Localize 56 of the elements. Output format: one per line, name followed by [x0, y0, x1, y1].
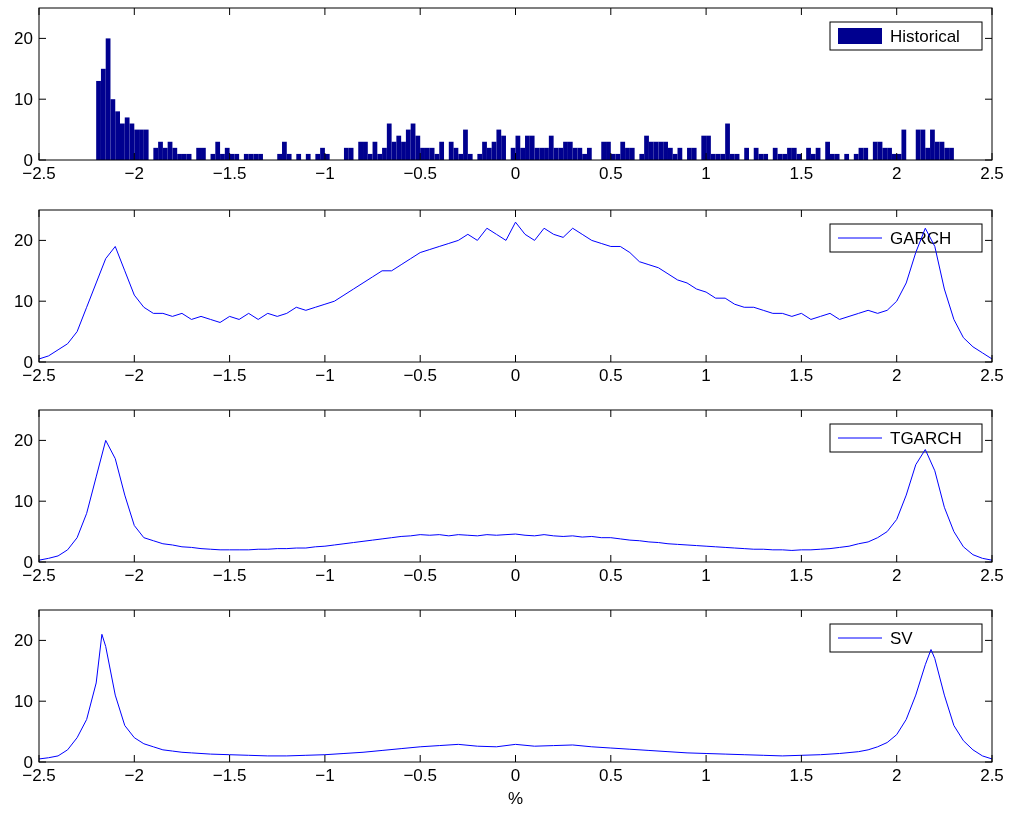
x-tick-label: 1 — [701, 766, 711, 785]
x-tick-label: −1.5 — [212, 566, 247, 585]
x-tick-label: 0.5 — [598, 366, 623, 385]
y-tick-label: 20 — [14, 29, 33, 49]
legend-label: Historical — [890, 27, 960, 46]
x-tick-label: 0 — [510, 766, 521, 785]
x-tick-label: 0 — [510, 164, 521, 183]
x-tick-label: −1.5 — [212, 766, 247, 785]
x-tick-label: 2 — [891, 164, 902, 183]
x-tick-label: −2 — [124, 766, 144, 785]
legend-label: SV — [890, 629, 914, 648]
x-tick-label: 0.5 — [598, 164, 623, 183]
y-tick-label: 10 — [14, 292, 33, 312]
x-tick-label: −1 — [315, 566, 335, 585]
x-tick-label: −2 — [124, 566, 144, 585]
y-tick-label: 20 — [14, 231, 33, 251]
x-tick-label: −0.5 — [403, 366, 437, 385]
x-tick-label: −2 — [124, 164, 144, 183]
x-tick-label: 0.5 — [598, 766, 623, 785]
x-tick-label: −1.5 — [212, 366, 247, 385]
x-tick-label: 0 — [510, 566, 521, 585]
x-tick-label: −1.5 — [212, 164, 247, 183]
x-tick-label: 2.5 — [980, 566, 1004, 585]
x-tick-label: −1 — [315, 164, 335, 183]
x-tick-label: −1 — [315, 366, 335, 385]
x-tick-label: −0.5 — [403, 566, 437, 585]
y-tick-label: 10 — [14, 492, 33, 512]
x-tick-label: 0 — [510, 366, 521, 385]
y-tick-label: 0 — [23, 151, 33, 170]
y-tick-label: 0 — [23, 753, 33, 772]
x-tick-label: 2.5 — [980, 366, 1004, 385]
x-tick-label: −0.5 — [403, 766, 437, 785]
x-tick-label: −1 — [315, 766, 335, 785]
x-tick-label: 2 — [891, 366, 902, 385]
y-tick-label: 10 — [14, 692, 33, 712]
x-tick-label: 1.5 — [789, 366, 814, 385]
legend-label: TGARCH — [890, 429, 962, 448]
y-tick-label: 20 — [14, 431, 33, 451]
x-tick-label: 2.5 — [980, 766, 1004, 785]
x-tick-label: 1 — [701, 366, 711, 385]
x-tick-label: −2 — [124, 366, 144, 385]
y-tick-label: 20 — [14, 631, 33, 651]
x-tick-label: 2 — [891, 766, 902, 785]
x-tick-label: 1.5 — [789, 566, 814, 585]
y-tick-label: 10 — [14, 90, 33, 110]
x-axis-title: % — [507, 789, 524, 808]
x-tick-label: 1 — [701, 566, 711, 585]
x-tick-label: 2 — [891, 566, 902, 585]
x-tick-label: −0.5 — [403, 164, 437, 183]
x-tick-label: 1 — [701, 164, 711, 183]
x-tick-label: 0.5 — [598, 566, 623, 585]
x-tick-label: 1.5 — [789, 164, 814, 183]
y-tick-label: 0 — [23, 553, 33, 572]
x-tick-label: 1.5 — [789, 766, 814, 785]
x-tick-label: 2.5 — [980, 164, 1004, 183]
y-tick-label: 0 — [23, 353, 33, 372]
